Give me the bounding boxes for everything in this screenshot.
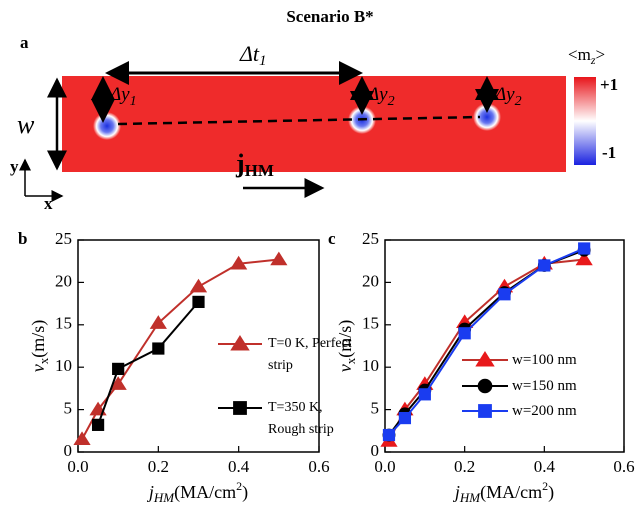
axis-label: x: [44, 194, 53, 213]
data-point: [538, 259, 551, 272]
data-point: [73, 431, 91, 446]
colorbar-tick: +1: [600, 75, 618, 94]
plot-frame: [384, 239, 625, 453]
panel-label: c: [328, 229, 336, 248]
data-point: [458, 327, 471, 340]
x-label-sub: HM: [153, 490, 175, 505]
y-tick-label: 10: [55, 356, 72, 375]
legend-label: T=350 K, Rough strip: [268, 400, 334, 437]
data-point: [230, 255, 248, 270]
figure-title: Scenario B*: [286, 7, 373, 26]
x-tick-label: 0.4: [534, 457, 556, 476]
x-tick-label: 0.0: [374, 457, 395, 476]
skyrmion: [93, 112, 121, 140]
colorbar: [574, 77, 596, 165]
data-point: [112, 362, 125, 375]
data-point: [575, 251, 593, 266]
data-point: [398, 411, 412, 425]
y-tick-label: 15: [362, 314, 379, 333]
legend-label: w=150 nm: [512, 378, 577, 394]
width-label: w: [17, 110, 35, 139]
x-tick-label: 0.0: [67, 457, 88, 476]
y-tick-label: 10: [362, 356, 379, 375]
y-tick-label: 15: [55, 314, 72, 333]
data-point: [152, 342, 165, 355]
dy-label: Δy2: [494, 84, 522, 109]
y-tick-label: 0: [371, 441, 380, 460]
dt-label: Δt1: [239, 41, 267, 69]
x-label-sub: HM: [459, 490, 481, 505]
legend-marker: [230, 335, 250, 351]
axis-label: y: [10, 157, 19, 176]
data-point: [382, 428, 396, 442]
x-label-unit: (MA/cm: [480, 482, 542, 503]
colorbar-label: <mz>: [568, 45, 605, 67]
data-point: [109, 376, 127, 390]
data-point: [578, 242, 591, 255]
x-tick-label: 0.6: [308, 457, 329, 476]
x-tick-label: 0.4: [228, 457, 250, 476]
x-tick-label: 0.2: [454, 457, 475, 476]
dy-label: Δy2: [367, 84, 395, 109]
y-tick-label: 20: [55, 271, 72, 290]
legend-label: T=0 K, Perfect strip: [268, 336, 352, 373]
plot-frame: [77, 239, 320, 453]
dy-label: Δy1: [109, 84, 137, 109]
legend-marker: [478, 404, 492, 418]
data-point: [270, 251, 288, 266]
panel-label: a: [20, 33, 29, 52]
x-label-sup: 2: [236, 479, 242, 493]
data-point: [149, 315, 167, 329]
y-axis-label: vx(m/s): [28, 320, 51, 373]
current-label: jHM: [235, 149, 274, 180]
x-label-unit: (MA/cm: [174, 482, 236, 503]
x-tick-label: 0.6: [613, 457, 634, 476]
y-label-sub: x: [36, 357, 51, 364]
legend-marker: [475, 351, 495, 367]
y-tick-label: 25: [362, 229, 379, 248]
x-label-var: j: [453, 482, 460, 502]
y-label-sub: x: [343, 357, 358, 364]
y-tick-label: 25: [55, 229, 72, 248]
series-line: [81, 258, 279, 440]
x-label-end: ): [548, 482, 554, 503]
legend-label: w=100 nm: [512, 352, 577, 368]
data-point: [498, 288, 511, 301]
colorbar-tick: -1: [602, 143, 616, 162]
y-label-var: v: [335, 364, 355, 372]
x-axis-label: jHM(MA/cm2): [453, 479, 554, 505]
series-line: [97, 301, 200, 426]
x-axis-label: jHM(MA/cm2): [147, 479, 248, 505]
x-label-sup: 2: [542, 479, 548, 493]
trajectory: [117, 115, 481, 126]
y-label-unit: (m/s): [28, 320, 49, 358]
y-tick-label: 0: [64, 441, 73, 460]
x-tick-label: 0.2: [148, 457, 169, 476]
y-label-var: v: [28, 364, 48, 372]
y-tick-label: 5: [64, 399, 73, 418]
y-axis-label: vx(m/s): [335, 320, 358, 373]
data-point: [91, 418, 105, 431]
y-tick-label: 20: [362, 271, 379, 290]
data-point: [418, 388, 431, 401]
x-label-var: j: [147, 482, 154, 502]
legend-marker: [477, 378, 493, 394]
y-label-unit: (m/s): [335, 320, 356, 358]
legend-label: w=200 nm: [512, 403, 577, 419]
y-tick-label: 5: [371, 399, 380, 418]
panel-label: b: [18, 229, 27, 248]
legend-marker: [233, 401, 247, 415]
x-label-end: ): [242, 482, 248, 503]
data-point: [192, 295, 205, 309]
data-point: [189, 278, 208, 293]
